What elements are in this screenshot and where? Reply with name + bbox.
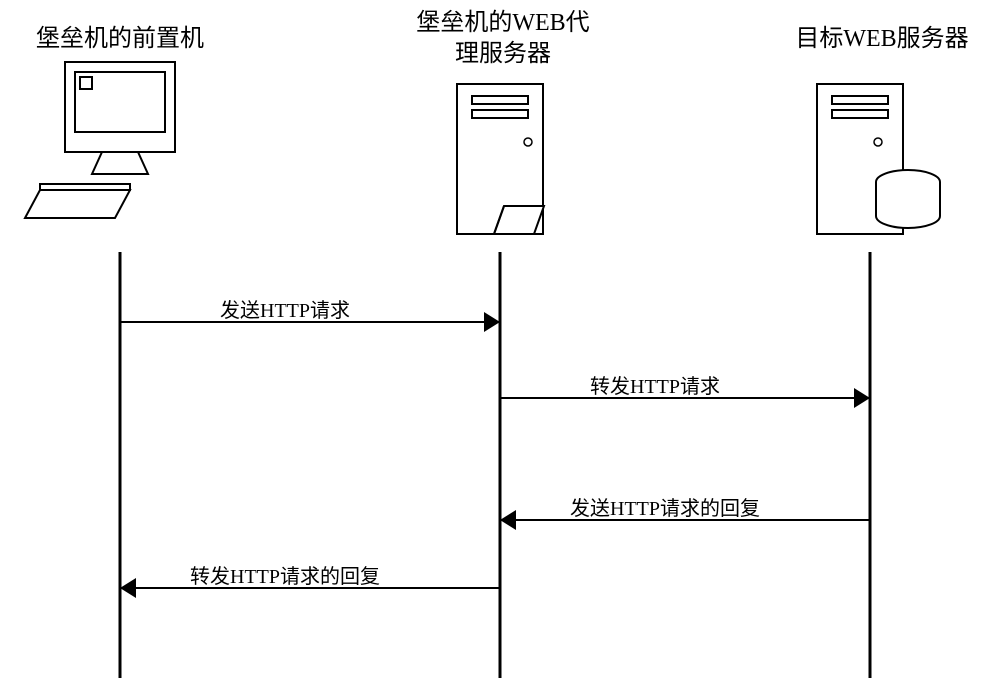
client-label: 堡垒机的前置机 <box>10 18 230 53</box>
msg-forward-reply: 转发HTTP请求的回复 <box>190 560 380 589</box>
target-label: 目标WEB服务器 <box>772 18 992 53</box>
msg-send-reply: 发送HTTP请求的回复 <box>570 492 760 521</box>
msg-send-http: 发送HTTP请求 <box>220 294 350 323</box>
proxy-label: 堡垒机的WEB代 理服务器 <box>388 8 618 70</box>
msg-forward-http: 转发HTTP请求 <box>590 370 720 399</box>
sequence-diagram <box>0 0 1000 686</box>
